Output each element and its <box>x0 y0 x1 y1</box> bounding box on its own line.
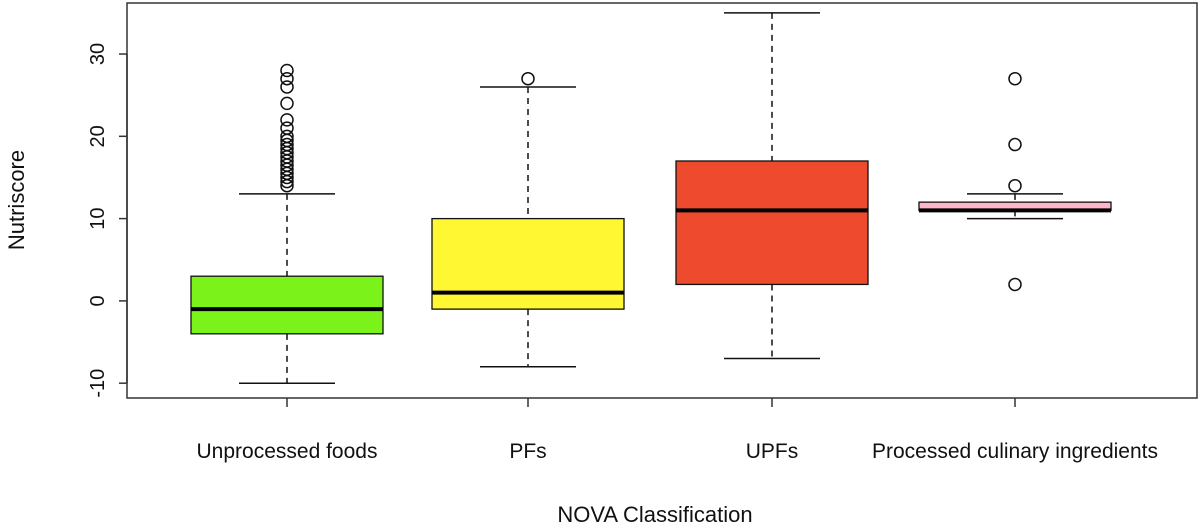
outlier-point <box>521 71 535 86</box>
box <box>675 160 869 286</box>
y-tick-label: 20 <box>87 125 109 147</box>
x-tick-label: Unprocessed foods <box>197 440 378 463</box>
outlier-point <box>1008 178 1022 193</box>
y-axis: -10 0 10 20 30 <box>87 43 128 398</box>
box-group <box>431 71 625 368</box>
box <box>190 275 384 335</box>
y-tick-label: 10 <box>87 207 109 229</box>
outlier-point <box>280 63 294 78</box>
outlier-point <box>280 121 294 135</box>
outlier-point <box>1008 137 1022 152</box>
x-tick-label: PFs <box>509 440 546 463</box>
outlier-point <box>280 80 294 94</box>
y-tick-label: 30 <box>87 43 109 65</box>
outlier-point <box>1008 71 1022 86</box>
outlier-point <box>280 71 294 86</box>
box-group <box>675 12 869 360</box>
outlier-point <box>280 96 294 111</box>
x-axis: Unprocessed foods PFs UPFs Processed culina… <box>197 398 1158 463</box>
x-axis-title: NOVA Classification <box>557 502 752 527</box>
outlier-point <box>280 129 294 144</box>
box <box>431 217 625 310</box>
outlier-point <box>280 137 294 152</box>
outlier-point <box>280 113 294 127</box>
x-tick-label: UPFs <box>746 440 799 463</box>
box-group <box>918 71 1112 292</box>
outlier-point <box>1008 277 1022 292</box>
y-axis-title: Nutriscore <box>4 150 29 250</box>
y-tick-label: 0 <box>87 295 109 306</box>
box-series <box>190 12 1112 384</box>
y-tick-label: -10 <box>87 369 109 398</box>
x-tick-label: Processed culinary ingredients <box>872 440 1158 463</box>
box-group <box>190 63 384 384</box>
